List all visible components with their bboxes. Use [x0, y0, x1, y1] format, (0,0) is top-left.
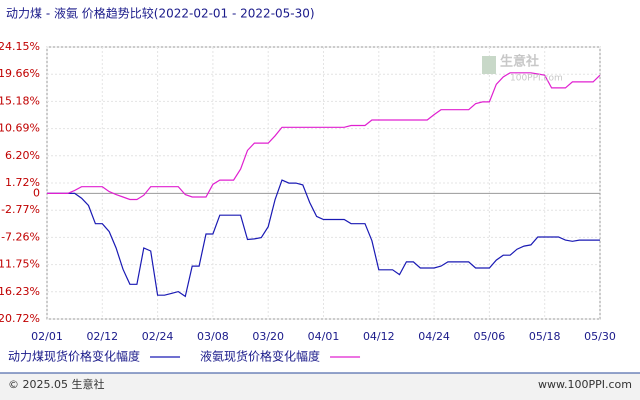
watermark-text: 100PPI.com	[510, 74, 563, 84]
legend-label: 液氨现货价格变化幅度	[200, 349, 320, 364]
x-tick-label: 05/30	[584, 330, 616, 343]
series-line	[47, 179, 600, 298]
watermark: 生意社 100PPI.com	[482, 54, 563, 84]
x-tick-label: 05/18	[529, 330, 561, 343]
y-tick-label: 24.15%	[0, 40, 40, 53]
y-tick-label: 6.20%	[5, 149, 40, 162]
watermark-icon	[482, 56, 496, 74]
x-tick-label: 02/24	[142, 330, 174, 343]
x-tick-label: 04/01	[308, 330, 340, 343]
footer-copyright: © 2025.05 生意社	[8, 377, 104, 391]
y-tick-label: 0	[33, 186, 40, 199]
y-tick-label: 10.69%	[0, 122, 40, 135]
x-tick-label: 02/12	[86, 330, 118, 343]
footer-bar	[0, 373, 640, 400]
x-tick-label: 03/20	[252, 330, 284, 343]
watermark-text: 生意社	[500, 54, 539, 70]
legend-label: 动力煤现货价格变化幅度	[8, 349, 140, 364]
y-tick-label: -11.75%	[0, 258, 40, 271]
x-tick-label: 02/01	[31, 330, 63, 343]
y-tick-label: 19.66%	[0, 67, 40, 80]
y-tick-label: -20.72%	[0, 312, 40, 325]
x-tick-label: 04/24	[418, 330, 450, 343]
x-tick-label: 05/06	[474, 330, 506, 343]
x-tick-label: 04/12	[363, 330, 395, 343]
y-tick-label: -16.23%	[0, 285, 40, 298]
y-tick-label: 15.18%	[0, 94, 40, 107]
footer-site: www.100PPI.com	[538, 378, 632, 391]
chart-title: 动力煤 - 液氨 价格趋势比较(2022-02-01 - 2022-05-30)	[6, 6, 315, 21]
y-tick-label: 1.72%	[5, 176, 40, 189]
y-tick-label: -2.77%	[1, 203, 40, 216]
x-tick-label: 03/08	[197, 330, 229, 343]
y-tick-label: -7.26%	[1, 230, 40, 243]
series-line	[47, 72, 601, 201]
